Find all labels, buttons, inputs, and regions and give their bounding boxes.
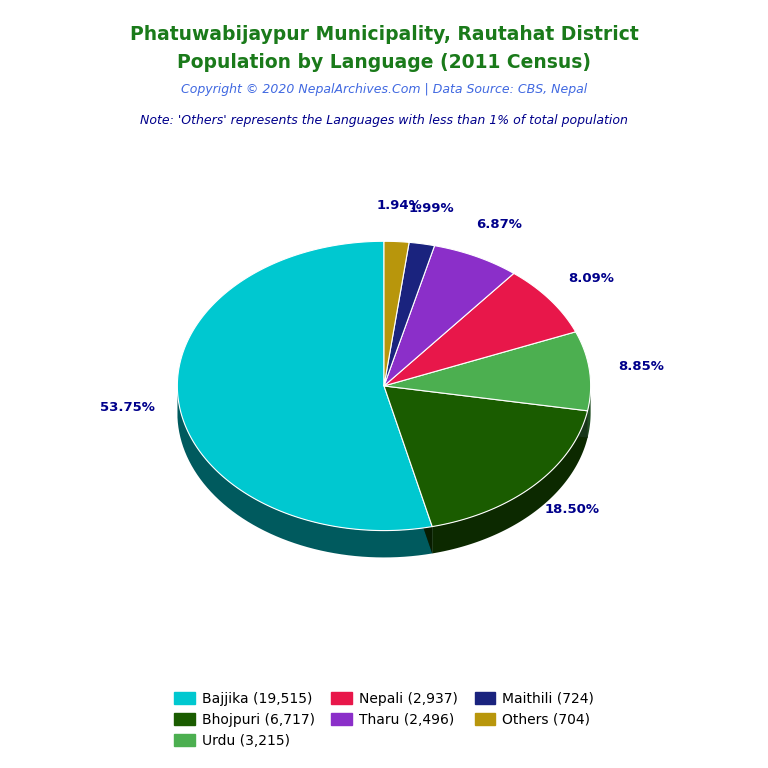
Polygon shape: [384, 386, 588, 438]
Polygon shape: [588, 386, 591, 438]
Text: 18.50%: 18.50%: [545, 503, 600, 516]
Text: Population by Language (2011 Census): Population by Language (2011 Census): [177, 54, 591, 72]
Legend: Bajjika (19,515), Bhojpuri (6,717), Urdu (3,215), Nepali (2,937), Tharu (2,496),: Bajjika (19,515), Bhojpuri (6,717), Urdu…: [168, 687, 600, 753]
Polygon shape: [384, 332, 591, 411]
Polygon shape: [384, 386, 432, 554]
Polygon shape: [177, 241, 432, 531]
Polygon shape: [384, 246, 514, 386]
Text: 53.75%: 53.75%: [100, 401, 155, 414]
Text: 8.09%: 8.09%: [568, 272, 614, 285]
Text: Phatuwabijaypur Municipality, Rautahat District: Phatuwabijaypur Municipality, Rautahat D…: [130, 25, 638, 44]
Polygon shape: [432, 411, 588, 554]
Polygon shape: [384, 243, 435, 386]
Text: Note: 'Others' represents the Languages with less than 1% of total population: Note: 'Others' represents the Languages …: [140, 114, 628, 127]
Text: Copyright © 2020 NepalArchives.Com | Data Source: CBS, Nepal: Copyright © 2020 NepalArchives.Com | Dat…: [181, 84, 587, 96]
Text: 1.99%: 1.99%: [409, 202, 454, 215]
Polygon shape: [384, 386, 588, 438]
Polygon shape: [384, 386, 432, 554]
Text: 1.94%: 1.94%: [377, 199, 422, 212]
Polygon shape: [384, 386, 588, 527]
Text: 6.87%: 6.87%: [476, 217, 522, 230]
Text: 8.85%: 8.85%: [618, 360, 664, 373]
Polygon shape: [177, 391, 432, 558]
Polygon shape: [384, 241, 409, 386]
Polygon shape: [384, 273, 576, 386]
